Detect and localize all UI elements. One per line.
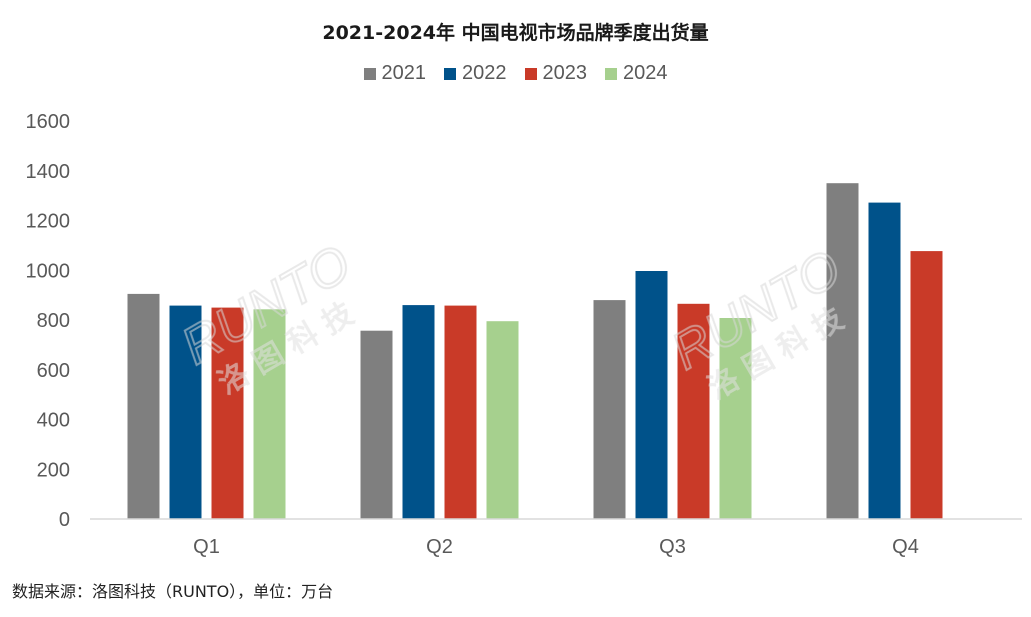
y-tick-label: 0 bbox=[59, 509, 70, 531]
bar-q2-2023 bbox=[444, 305, 477, 519]
x-tick-labels: Q1 Q2 Q3 Q4 bbox=[193, 536, 919, 558]
source-note: 数据来源：洛图科技（RUNTO），单位：万台 bbox=[12, 582, 334, 601]
x-tick-label-q3: Q3 bbox=[659, 536, 686, 558]
x-tick-label-q4: Q4 bbox=[892, 536, 919, 558]
y-tick-label: 1200 bbox=[26, 211, 71, 233]
y-tick-label: 200 bbox=[37, 459, 70, 481]
bars-layer bbox=[127, 183, 943, 519]
x-tick-label-q1: Q1 bbox=[193, 536, 220, 558]
legend-item-2024: 2024 bbox=[605, 62, 668, 85]
legend-label-2022: 2022 bbox=[462, 62, 507, 84]
bar-q2-2024 bbox=[486, 321, 519, 519]
bar-q3-2024 bbox=[719, 318, 752, 519]
legend-swatch-2023 bbox=[524, 67, 537, 80]
bar-q2-2022 bbox=[402, 305, 435, 519]
legend-swatch-2024 bbox=[605, 67, 617, 80]
y-tick-label: 400 bbox=[37, 410, 70, 432]
y-tick-label: 1600 bbox=[26, 111, 71, 133]
legend-label-2024: 2024 bbox=[623, 62, 668, 84]
bar-q4-2021 bbox=[826, 183, 859, 519]
bar-q3-2022 bbox=[635, 271, 668, 519]
bar-q1-2023 bbox=[211, 307, 244, 519]
y-tick-label: 1400 bbox=[26, 161, 71, 183]
legend: 2021 2022 2023 2024 bbox=[0, 62, 1031, 85]
legend-label-2021: 2021 bbox=[381, 62, 427, 84]
bar-q4-2022 bbox=[868, 202, 901, 519]
legend-item-2021: 2021 bbox=[363, 62, 427, 85]
y-tick-label: 1000 bbox=[26, 260, 71, 282]
legend-label-2023: 2023 bbox=[542, 62, 588, 84]
bar-q1-2024 bbox=[253, 309, 286, 519]
y-tick-label: 800 bbox=[37, 310, 70, 332]
legend-item-2023: 2023 bbox=[524, 62, 588, 85]
bar-q1-2021 bbox=[127, 293, 160, 519]
y-tick-labels: 0 200 400 600 800 1000 1200 1400 1600 bbox=[26, 111, 71, 531]
y-tick-label: 600 bbox=[37, 360, 70, 382]
chart-title: 2021-2024年 中国电视市场品牌季度出货量 bbox=[322, 22, 709, 44]
legend-item-2022: 2022 bbox=[444, 62, 507, 85]
bar-q2-2021 bbox=[360, 330, 393, 519]
bar-q4-2023 bbox=[910, 251, 943, 519]
bar-q3-2023 bbox=[677, 303, 710, 519]
bar-q3-2021 bbox=[593, 300, 626, 519]
x-tick-label-q2: Q2 bbox=[426, 536, 453, 558]
legend-swatch-2022 bbox=[444, 67, 456, 80]
bar-q1-2022 bbox=[169, 305, 202, 519]
legend-swatch-2021 bbox=[363, 67, 376, 80]
